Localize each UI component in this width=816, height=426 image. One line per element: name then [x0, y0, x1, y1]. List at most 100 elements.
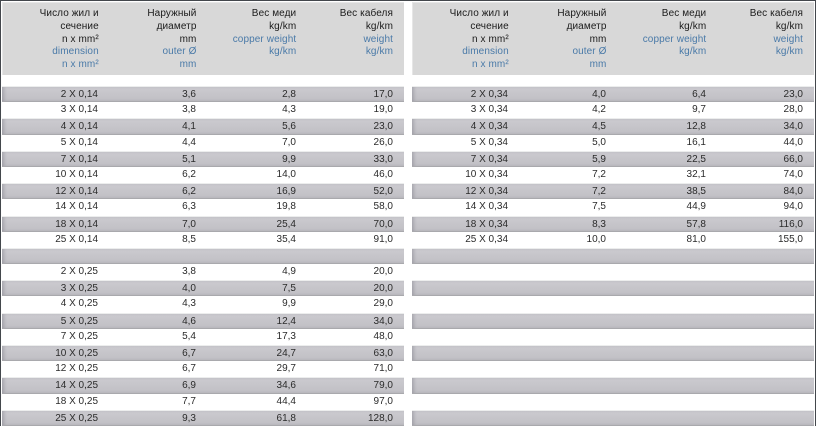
- dimension-cell: 2 X 0,34: [470, 89, 508, 100]
- cable-weight-cell: 19,0: [373, 104, 393, 116]
- copper-weight-cell: [611, 411, 710, 425]
- header-col-dimension: Число жил и сечение n x mm² dimension n x mm…: [413, 8, 513, 75]
- header-line: dimension: [52, 46, 99, 58]
- cable-weight-cell: 29,0: [373, 298, 393, 310]
- table-row: 4 X 0,14 4,1 5,6 23,0: [2, 118, 404, 135]
- table-row-empty: [412, 296, 814, 313]
- outer-diameter-cell: [512, 411, 611, 425]
- table-row: 2 X 0,25 3,8 4,9 20,0: [2, 264, 404, 281]
- header-col-dimension: Число жил и сечение n x mm² dimension n x mm…: [3, 8, 103, 75]
- table-body: 2 X 0,34 4,0 6,4 23,0 3 X 0,34 4,2 9,7 28,0 4 X …: [412, 86, 814, 426]
- copper-weight-cell: 32,1: [686, 168, 706, 180]
- copper-weight-cell: 38,5: [686, 186, 706, 198]
- dimension-cell: 12 X 0,14: [55, 186, 98, 198]
- dimension-cell: 10 X 0,14: [55, 168, 98, 180]
- outer-diameter-cell: 6,2: [182, 168, 196, 180]
- table-row-empty: [412, 280, 814, 297]
- outer-diameter-cell: [512, 264, 611, 280]
- outer-diameter-cell: 3,6: [182, 89, 196, 100]
- cable-table-left: Число жил и сечение n x mm² dimension n x mm…: [2, 2, 404, 426]
- header-line: n x mm²: [61, 59, 99, 71]
- copper-weight-cell: [611, 361, 710, 377]
- copper-weight-cell: [611, 264, 710, 280]
- dimension-cell: [412, 378, 512, 392]
- outer-diameter-cell: 3,8: [182, 266, 196, 278]
- header-line: kg/km: [679, 46, 707, 58]
- table-row-empty: [412, 393, 814, 410]
- cable-weight-cell: [710, 411, 814, 425]
- copper-weight-cell: 6,4: [692, 89, 706, 100]
- outer-diameter-cell: [512, 296, 611, 312]
- outer-diameter-cell: [512, 249, 611, 263]
- cable-weight-cell: [710, 394, 814, 410]
- copper-weight-cell: [611, 329, 710, 345]
- cable-weight-cell: 23,0: [373, 121, 393, 133]
- outer-diameter-cell: 4,2: [592, 104, 606, 116]
- dimension-cell: 25 X 0,25: [55, 412, 98, 424]
- header-col-copper-weight: Вес меди kg/km copper weight kg/km: [202, 8, 301, 75]
- cable-weight-cell: 79,0: [373, 380, 393, 392]
- cable-weight-cell: 128,0: [367, 412, 393, 424]
- table-row: 14 X 0,34 7,5 44,9 94,0: [412, 199, 814, 216]
- outer-diameter-cell: [512, 378, 611, 392]
- cable-weight-cell: 34,0: [373, 315, 393, 327]
- cable-weight-cell: 66,0: [783, 153, 803, 165]
- table-row: 3 X 0,14 3,8 4,3 19,0: [2, 102, 404, 119]
- copper-weight-cell: [611, 249, 710, 263]
- dimension-cell: 18 X 0,25: [55, 395, 98, 407]
- copper-weight-cell: 57,8: [686, 218, 706, 230]
- table-row-empty: [412, 361, 814, 378]
- dimension-cell: 14 X 0,34: [465, 201, 508, 213]
- dimension-cell: 18 X 0,34: [465, 218, 508, 230]
- header-line: kg/km: [775, 20, 803, 32]
- copper-weight-cell: [611, 296, 710, 312]
- dimension-cell: [412, 411, 512, 425]
- cable-weight-cell: 58,0: [373, 201, 393, 213]
- table-row: 10 X 0,14 6,2 14,0 46,0: [2, 166, 404, 184]
- copper-weight-cell: 61,8: [276, 412, 296, 424]
- copper-weight-cell: 7,5: [282, 283, 296, 295]
- outer-diameter-cell: 4,6: [182, 315, 196, 327]
- cable-weight-cell: 20,0: [373, 266, 393, 278]
- dimension-cell: 25 X 0,34: [465, 233, 508, 245]
- cable-weight-cell: [710, 314, 814, 328]
- header-line: диаметр: [156, 20, 197, 32]
- dimension-cell: 5 X 0,25: [60, 315, 98, 327]
- cable-weight-cell: 63,0: [373, 348, 393, 359]
- dimension-cell: [2, 249, 102, 263]
- table-row: 2 X 0,34 4,0 6,4 23,0: [412, 86, 814, 103]
- table-row: 7 X 0,14 5,1 9,9 33,0: [2, 150, 404, 167]
- dimension-cell: [412, 264, 512, 280]
- outer-diameter-cell: 4,5: [592, 121, 606, 133]
- header-line: n x mm²: [61, 33, 99, 45]
- cable-weight-cell: [710, 296, 814, 312]
- copper-weight-cell: [201, 249, 300, 263]
- header-line: copper weight: [642, 33, 707, 45]
- table-row-empty: [412, 409, 814, 426]
- outer-diameter-cell: 4,0: [592, 89, 606, 100]
- header-line: outer Ø: [572, 46, 607, 58]
- dimension-cell: [412, 346, 512, 360]
- dimension-cell: 25 X 0,14: [55, 233, 98, 245]
- header-line: weight: [363, 33, 393, 45]
- header-line: kg/km: [365, 46, 393, 58]
- outer-diameter-cell: 7,7: [182, 395, 196, 407]
- outer-diameter-cell: 6,9: [182, 380, 196, 392]
- copper-weight-cell: 16,9: [276, 186, 296, 198]
- cable-weight-cell: 116,0: [778, 218, 803, 230]
- dimension-cell: 18 X 0,14: [55, 218, 98, 230]
- header-line: Наружный: [147, 8, 197, 19]
- cable-weight-cell: 94,0: [783, 201, 803, 213]
- table-row: 25 X 0,34 10,0 81,0 155,0: [412, 231, 814, 248]
- outer-diameter-cell: [512, 346, 611, 360]
- header-line: kg/km: [269, 46, 297, 58]
- cable-weight-cell: [710, 264, 814, 280]
- table-row: 12 X 0,34 7,2 38,5 84,0: [412, 183, 814, 200]
- cable-weight-cell: 52,0: [373, 186, 393, 198]
- header-line: диаметр: [566, 20, 607, 32]
- outer-diameter-cell: 3,8: [182, 104, 196, 116]
- table-row: 3 X 0,34 4,2 9,7 28,0: [412, 102, 814, 119]
- cable-weight-cell: 44,0: [783, 136, 803, 148]
- outer-diameter-cell: [512, 361, 611, 377]
